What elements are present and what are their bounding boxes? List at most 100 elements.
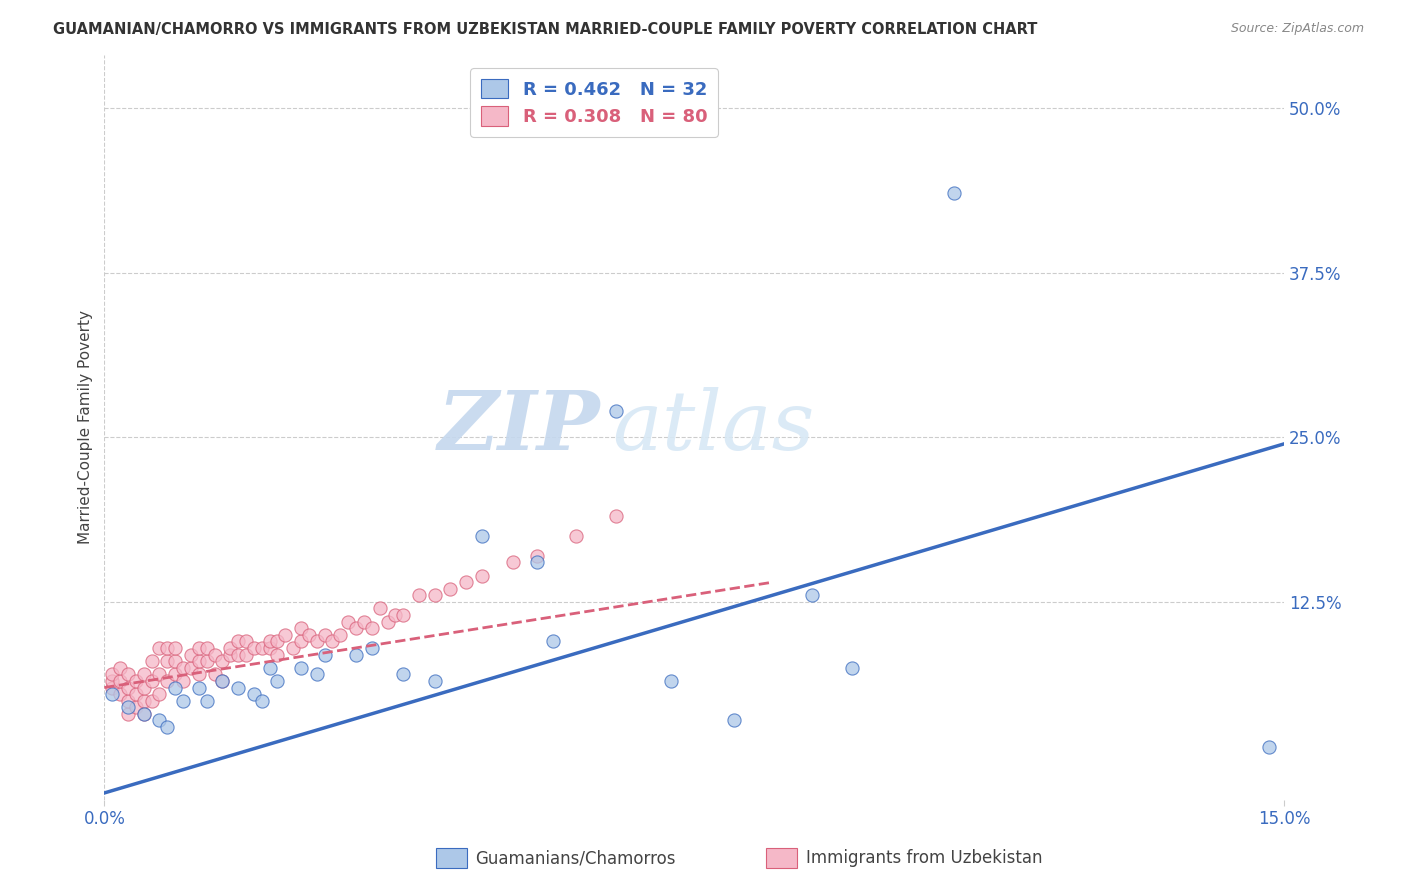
Point [219,648,242,662]
Point [204,648,226,662]
Point [235,648,257,662]
Point [108,687,131,701]
Point [156,720,179,734]
Point [108,661,131,675]
Point [471,529,494,543]
Point [344,648,367,662]
Point [290,621,312,635]
Point [659,673,682,688]
Point [117,700,139,714]
Point [801,588,824,602]
Point [841,661,863,675]
Point [132,706,155,721]
Point [187,654,209,668]
Point [377,615,399,629]
Point [226,681,249,695]
Point [141,654,163,668]
Point [117,681,139,695]
Point [195,654,218,668]
Point [259,634,281,648]
Point [526,555,548,569]
Point [243,687,266,701]
Point [290,634,312,648]
Point [156,640,179,655]
Point [502,555,524,569]
Point [156,654,179,668]
Point [305,634,328,648]
Point [329,628,352,642]
Point [226,634,249,648]
Point [180,661,202,675]
Point [187,667,209,681]
Point [283,640,305,655]
Point [250,640,273,655]
Point [172,694,194,708]
Point [195,640,218,655]
Point [235,634,257,648]
Point [132,667,155,681]
Point [471,568,494,582]
Point [314,648,336,662]
Point [165,681,187,695]
Point [259,640,281,655]
Text: atlas: atlas [612,387,814,467]
Point [337,615,360,629]
Point [314,628,336,642]
Point [321,634,343,648]
Point [392,667,415,681]
Point [172,673,194,688]
Point [274,628,297,642]
Point [148,640,170,655]
Point [141,694,163,708]
Point [156,673,179,688]
Point [565,529,588,543]
Point [165,654,187,668]
Point [148,667,170,681]
Point [187,681,209,695]
Point [259,661,281,675]
Point [266,673,288,688]
Point [305,667,328,681]
Point [211,673,233,688]
Point [117,706,139,721]
Y-axis label: Married-Couple Family Poverty: Married-Couple Family Poverty [79,310,93,544]
Point [392,608,415,623]
Point [439,582,461,596]
Point [101,681,124,695]
Point [423,588,446,602]
Point [117,694,139,708]
Text: Guamanians/Chamorros: Guamanians/Chamorros [475,849,676,867]
Point [360,640,382,655]
Point [219,640,242,655]
Point [344,621,367,635]
Point [423,673,446,688]
Point [368,601,391,615]
Point [132,681,155,695]
Point [526,549,548,563]
Point [266,648,288,662]
Point [108,673,131,688]
Point [165,667,187,681]
Point [165,640,187,655]
Point [266,634,288,648]
Point [298,628,321,642]
Point [125,673,148,688]
Legend: R = 0.462   N = 32, R = 0.308   N = 80: R = 0.462 N = 32, R = 0.308 N = 80 [470,68,718,136]
Text: Immigrants from Uzbekistan: Immigrants from Uzbekistan [806,849,1042,867]
Text: ZIP: ZIP [437,387,600,467]
Text: GUAMANIAN/CHAMORRO VS IMMIGRANTS FROM UZBEKISTAN MARRIED-COUPLE FAMILY POVERTY C: GUAMANIAN/CHAMORRO VS IMMIGRANTS FROM UZ… [53,22,1038,37]
Point [141,673,163,688]
Point [605,509,627,524]
Point [243,640,266,655]
Point [211,673,233,688]
Point [132,694,155,708]
Point [353,615,375,629]
Point [180,648,202,662]
Point [226,648,249,662]
Point [101,687,124,701]
Point [132,706,155,721]
Point [723,714,745,728]
Point [290,661,312,675]
Point [195,694,218,708]
Point [101,673,124,688]
